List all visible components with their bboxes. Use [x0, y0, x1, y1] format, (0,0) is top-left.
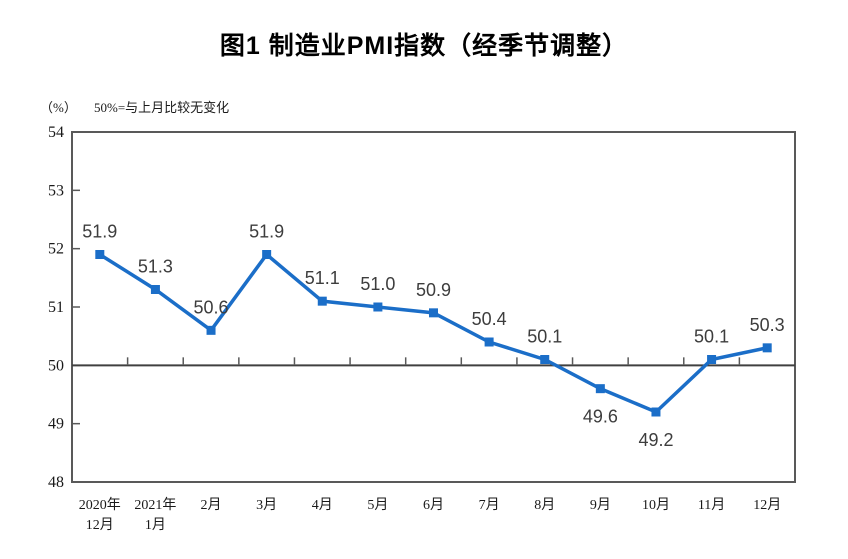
- x-tick-label: 8月: [534, 497, 555, 513]
- x-tick-label: 2月: [201, 497, 222, 513]
- data-point-marker: [150, 285, 160, 294]
- data-point-marker: [317, 296, 327, 306]
- data-point-label: 50.6: [194, 297, 229, 317]
- data-point-label: 50.9: [416, 280, 451, 300]
- data-point-label: 51.0: [360, 274, 395, 294]
- data-point-marker: [540, 355, 550, 364]
- x-tick-label: 2020年: [79, 497, 121, 513]
- x-tick-label: 4月: [312, 497, 333, 513]
- x-tick-label: 7月: [479, 497, 500, 513]
- data-point-marker: [595, 384, 605, 394]
- data-point-label: 51.3: [138, 257, 173, 277]
- data-point-marker: [373, 302, 383, 312]
- y-tick-label: 53: [48, 182, 64, 199]
- data-point-label: 50.3: [750, 315, 785, 335]
- x-tick-label: 11月: [698, 497, 725, 513]
- x-tick-label: 10月: [642, 497, 670, 513]
- data-point-label: 50.1: [527, 327, 562, 347]
- x-tick-label: 9月: [590, 497, 611, 513]
- data-point-marker: [762, 343, 772, 353]
- data-point-label: 50.4: [472, 309, 507, 329]
- data-point-marker: [262, 250, 272, 259]
- data-point-label: 50.1: [694, 327, 729, 347]
- data-point-label: 49.2: [638, 430, 673, 450]
- reference-note-label: 50%=与上月比较无变化: [94, 100, 230, 115]
- y-tick-label: 49: [48, 416, 64, 433]
- data-point-label: 51.9: [249, 222, 284, 242]
- y-axis-unit-label: （%）: [40, 100, 77, 115]
- x-tick-label: 2021年: [134, 497, 176, 513]
- data-point-marker: [206, 325, 216, 335]
- chart-title: 图1 制造业PMI指数（经季节调整）: [219, 32, 629, 60]
- y-tick-label: 52: [48, 241, 64, 258]
- x-tick-label: 3月: [256, 497, 277, 513]
- plot-border: [71, 131, 796, 483]
- data-point-label: 51.9: [82, 222, 117, 242]
- data-point-marker: [707, 355, 717, 364]
- x-tick-label: 12月: [86, 517, 114, 533]
- y-tick-label: 51: [48, 299, 64, 316]
- data-point-marker: [484, 337, 494, 347]
- data-point-marker: [429, 308, 438, 318]
- x-tick-label: 6月: [423, 497, 444, 513]
- y-tick-label: 54: [48, 124, 64, 141]
- data-point-marker: [95, 250, 105, 259]
- x-tick-label: 1月: [145, 517, 166, 533]
- data-point-marker: [651, 407, 661, 417]
- data-point-label: 51.1: [305, 268, 340, 288]
- y-tick-label: 50: [48, 357, 64, 374]
- pmi-line: [98, 251, 768, 415]
- x-tick-label: 12月: [753, 497, 781, 513]
- x-tick-label: 5月: [367, 497, 388, 513]
- y-tick-label: 48: [48, 474, 64, 491]
- data-point-label: 49.6: [583, 407, 618, 427]
